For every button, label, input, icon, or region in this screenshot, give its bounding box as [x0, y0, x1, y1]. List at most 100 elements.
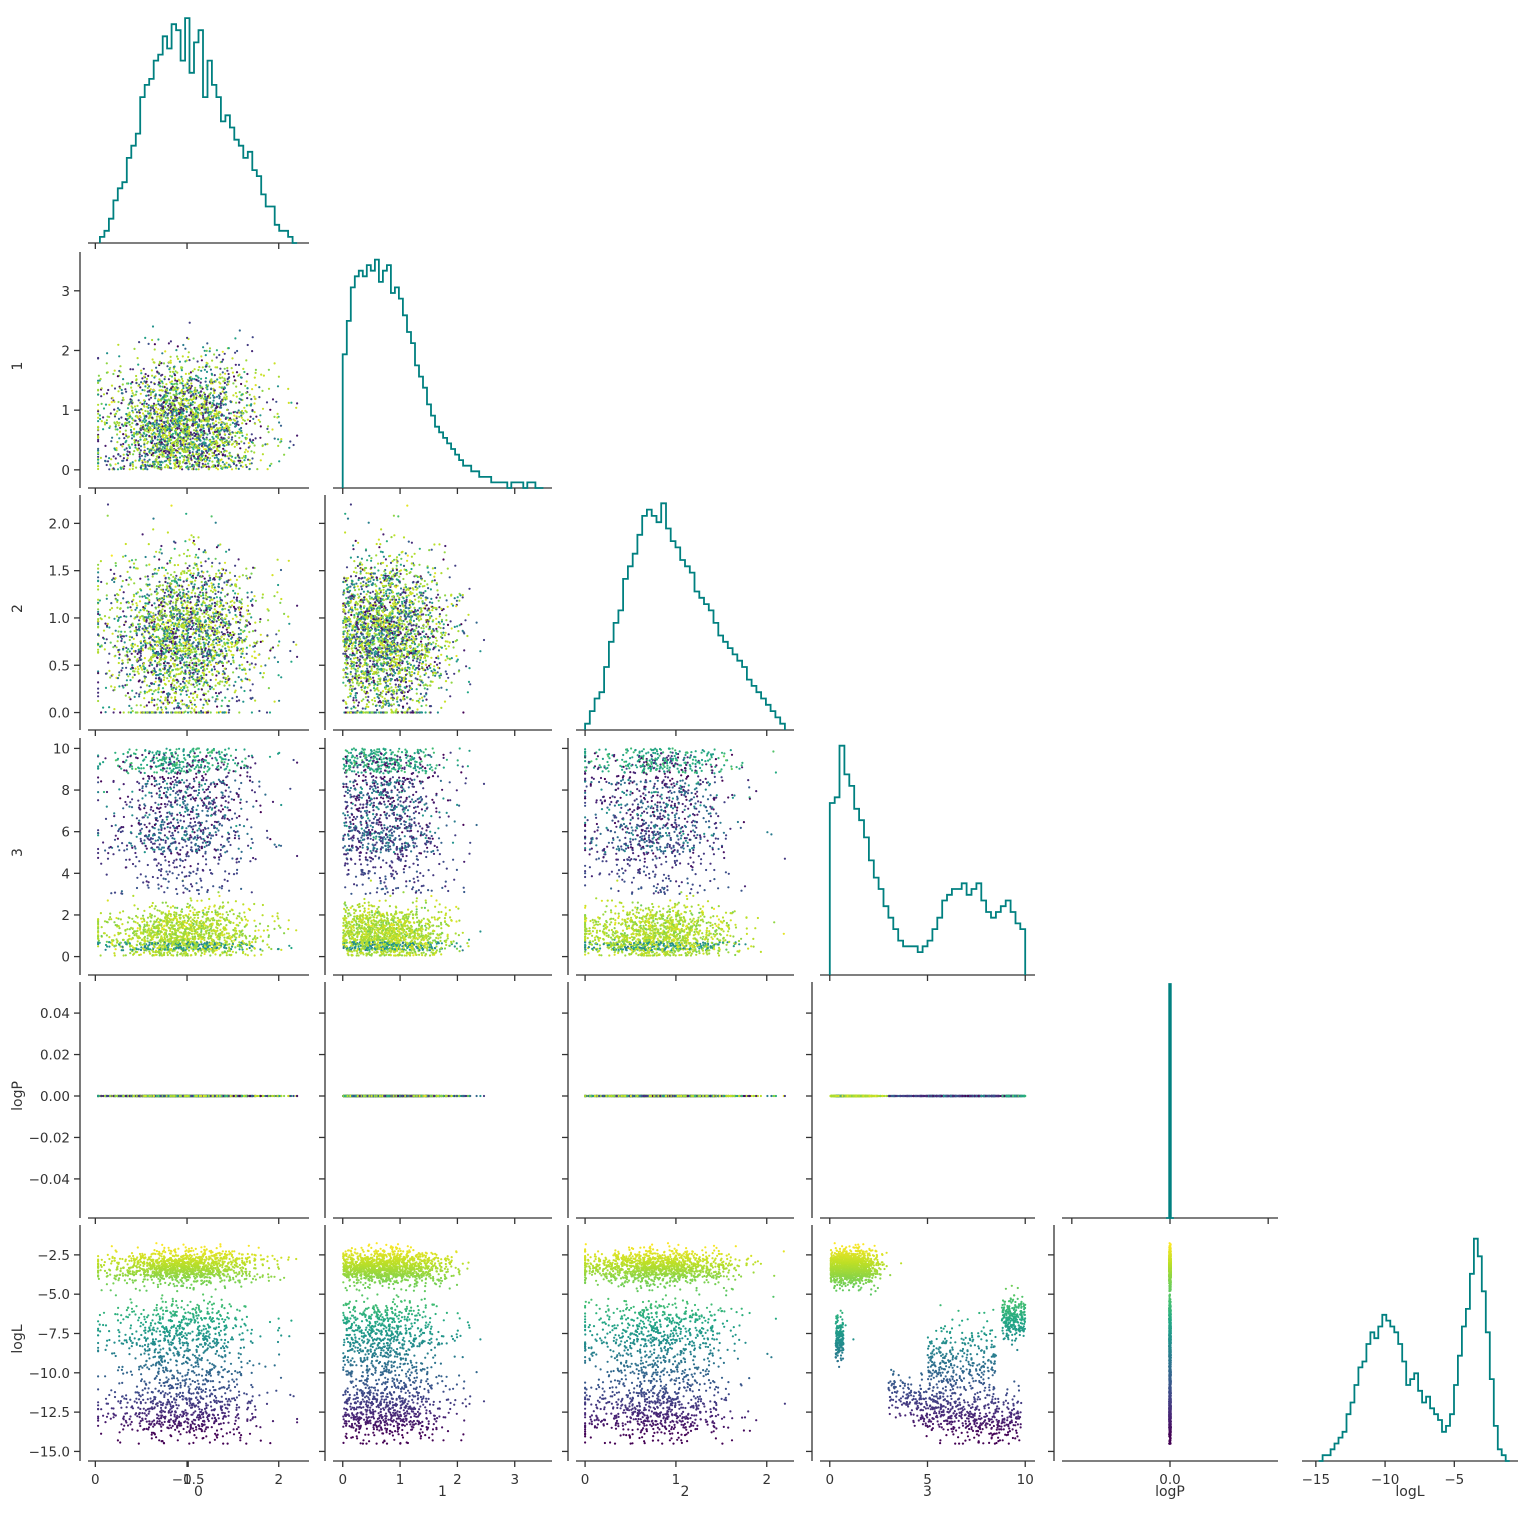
- scatter-point: [180, 366, 182, 368]
- scatter-point: [109, 425, 111, 427]
- scatter-point: [138, 418, 140, 420]
- panel-2-vs-0: 0.00.51.01.52.0: [49, 495, 309, 736]
- scatter-point: [159, 434, 161, 436]
- scatter-point: [216, 356, 218, 358]
- scatter-point: [205, 399, 207, 401]
- scatter-point: [106, 372, 108, 374]
- scatter-point: [153, 463, 155, 465]
- scatter-point: [201, 359, 203, 361]
- scatter-point: [176, 387, 178, 389]
- scatter-point: [214, 366, 216, 368]
- scatter-point: [193, 446, 195, 448]
- scatter-point: [231, 431, 233, 433]
- scatter-point: [186, 387, 188, 389]
- scatter-point: [190, 382, 192, 384]
- scatter-point: [251, 409, 253, 411]
- scatter-point: [106, 464, 108, 466]
- scatter-point: [152, 518, 154, 520]
- scatter-point: [211, 405, 213, 407]
- scatter-point: [150, 391, 152, 393]
- scatter-point: [175, 409, 177, 411]
- scatter-point: [195, 390, 197, 392]
- scatter-point: [222, 404, 224, 406]
- scatter-point: [213, 392, 215, 394]
- scatter-point: [165, 412, 167, 414]
- scatter-point: [243, 459, 245, 461]
- scatter-point: [207, 419, 209, 421]
- scatter-point: [252, 336, 254, 338]
- scatter-point: [139, 456, 141, 458]
- scatter-point: [168, 342, 170, 344]
- scatter-point: [143, 368, 145, 370]
- scatter-point: [196, 379, 198, 381]
- scatter-point: [224, 454, 226, 456]
- scatter-point: [222, 351, 224, 353]
- scatter-point: [183, 459, 185, 461]
- scatter-point: [234, 457, 236, 459]
- scatter-point: [258, 396, 260, 398]
- scatter-point: [203, 398, 205, 400]
- scatter-point: [179, 382, 181, 384]
- scatter-point: [97, 410, 99, 412]
- scatter-point: [186, 383, 188, 385]
- scatter-point: [126, 459, 128, 461]
- scatter-point: [198, 419, 200, 421]
- scatter-point: [190, 392, 192, 394]
- scatter-point: [145, 416, 147, 418]
- scatter-point: [189, 463, 191, 465]
- scatter-point: [211, 466, 213, 468]
- scatter-point: [283, 454, 285, 456]
- scatter-point: [188, 418, 190, 420]
- scatter-point: [190, 459, 192, 461]
- scatter-point: [221, 387, 223, 389]
- scatter-point: [114, 370, 116, 372]
- scatter-point: [132, 392, 134, 394]
- scatter-point: [174, 437, 176, 439]
- scatter-point: [232, 372, 234, 374]
- scatter-point: [118, 409, 120, 411]
- scatter-point: [97, 420, 99, 422]
- scatter-point: [161, 374, 163, 376]
- scatter-point: [241, 461, 243, 463]
- scatter-point: [216, 349, 218, 351]
- scatter-point: [200, 370, 202, 372]
- scatter-point: [99, 418, 101, 420]
- scatter-point: [222, 359, 224, 361]
- scatter-point: [146, 403, 148, 405]
- scatter-point: [152, 358, 154, 360]
- scatter-point: [125, 430, 127, 432]
- scatter-point: [164, 466, 166, 468]
- scatter-point: [231, 436, 233, 438]
- scatter-point: [185, 451, 187, 453]
- scatter-point: [152, 452, 154, 454]
- scatter-point: [190, 402, 192, 404]
- scatter-point: [179, 456, 181, 458]
- scatter-point: [288, 402, 290, 404]
- scatter-point: [130, 387, 132, 389]
- scatter-point: [236, 423, 238, 425]
- scatter-point: [201, 407, 203, 409]
- scatter-point: [167, 392, 169, 394]
- scatter-point: [201, 450, 203, 452]
- scatter-point: [217, 459, 219, 461]
- scatter-point: [97, 389, 99, 391]
- scatter-point: [248, 446, 250, 448]
- scatter-point: [137, 441, 139, 443]
- scatter-point: [232, 382, 234, 384]
- scatter-point: [175, 429, 177, 431]
- scatter-point: [249, 420, 251, 422]
- scatter-point: [218, 453, 220, 455]
- scatter-point: [188, 387, 190, 389]
- scatter-point: [174, 465, 176, 467]
- scatter-point: [124, 441, 126, 443]
- scatter-point: [146, 406, 148, 408]
- scatter-point: [195, 468, 197, 470]
- scatter-point: [133, 394, 135, 396]
- scatter-point: [275, 401, 277, 403]
- scatter-point: [152, 325, 154, 327]
- scatter-point: [182, 461, 184, 463]
- scatter-point: [139, 412, 141, 414]
- scatter-point: [191, 385, 193, 387]
- scatter-point: [209, 350, 211, 352]
- scatter-point: [228, 436, 230, 438]
